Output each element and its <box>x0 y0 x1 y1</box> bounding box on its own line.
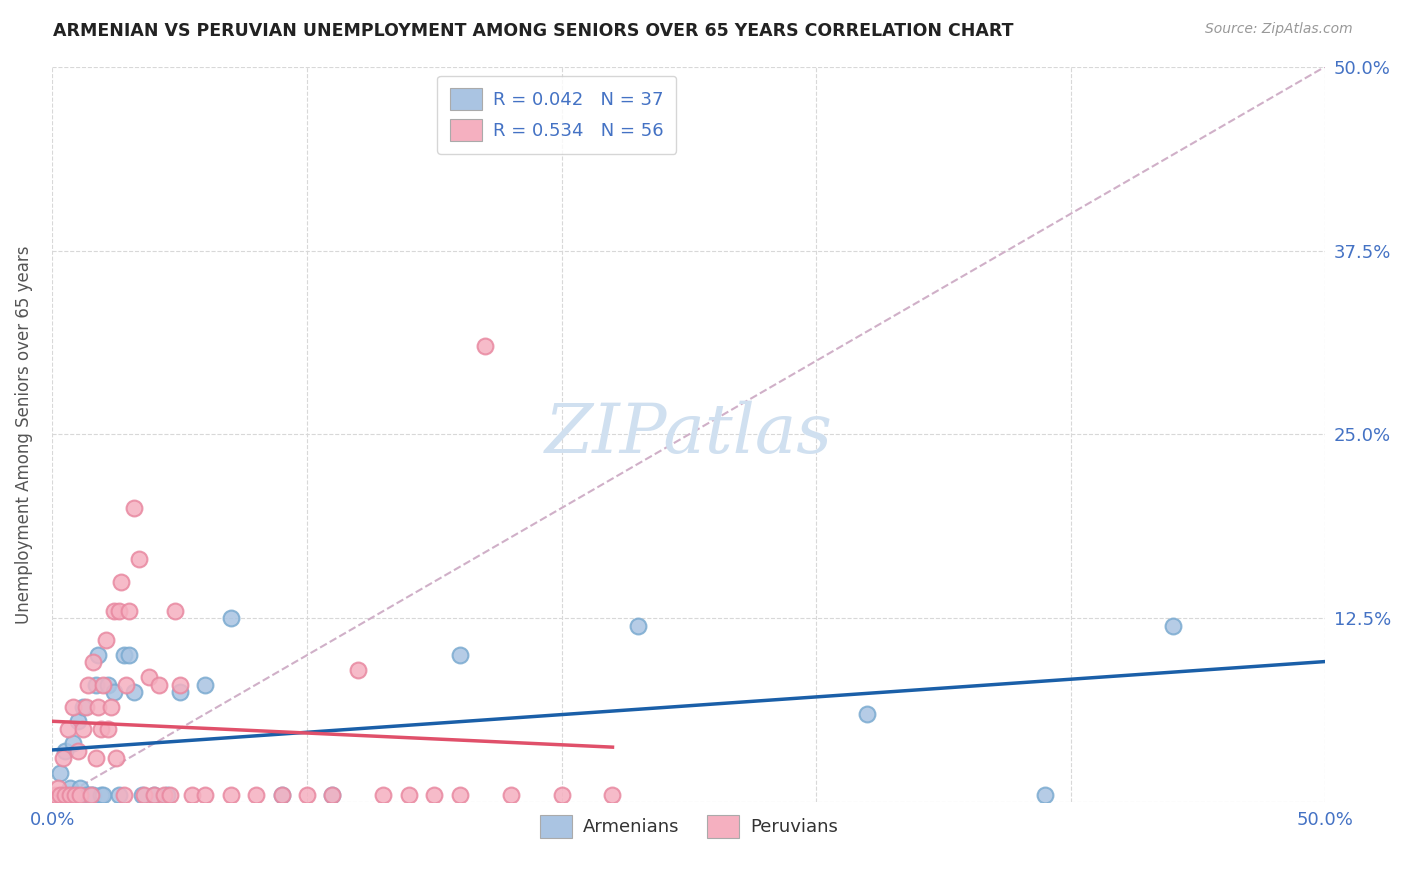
Point <box>373 788 395 802</box>
Point <box>398 788 420 802</box>
Point <box>72 699 94 714</box>
Point <box>627 618 650 632</box>
Point <box>69 788 91 802</box>
Point <box>79 788 101 802</box>
Point <box>62 699 84 714</box>
Point <box>602 788 624 802</box>
Point <box>270 788 292 802</box>
Point <box>79 788 101 802</box>
Point <box>56 722 79 736</box>
Point <box>194 788 217 802</box>
Point <box>321 788 343 802</box>
Point <box>245 788 267 802</box>
Point <box>103 685 125 699</box>
Point <box>118 604 141 618</box>
Point <box>474 339 496 353</box>
Point <box>856 706 879 721</box>
Point <box>49 765 72 780</box>
Point <box>110 574 132 589</box>
Point <box>219 611 242 625</box>
Point <box>53 788 76 802</box>
Point <box>66 744 89 758</box>
Point <box>77 677 100 691</box>
Point <box>1161 618 1184 632</box>
Point <box>82 788 104 802</box>
Point <box>499 788 522 802</box>
Point <box>90 788 112 802</box>
Point <box>107 788 129 802</box>
Point <box>90 722 112 736</box>
Point <box>122 501 145 516</box>
Point <box>107 604 129 618</box>
Point <box>93 677 115 691</box>
Legend: Armenians, Peruvians: Armenians, Peruvians <box>533 808 845 845</box>
Point <box>219 788 242 802</box>
Point <box>82 656 104 670</box>
Point <box>169 685 191 699</box>
Point <box>94 633 117 648</box>
Point <box>1033 788 1056 802</box>
Point <box>49 788 72 802</box>
Point <box>56 788 79 802</box>
Point <box>72 722 94 736</box>
Point <box>159 788 181 802</box>
Point <box>128 552 150 566</box>
Point <box>131 788 153 802</box>
Point <box>169 677 191 691</box>
Point <box>84 677 107 691</box>
Point <box>270 788 292 802</box>
Point <box>347 663 370 677</box>
Point <box>77 788 100 802</box>
Point <box>46 780 69 795</box>
Point <box>321 788 343 802</box>
Point <box>65 788 87 802</box>
Point <box>105 751 128 765</box>
Text: ZIPatlas: ZIPatlas <box>546 401 832 468</box>
Point <box>143 788 166 802</box>
Point <box>138 670 160 684</box>
Point <box>59 780 82 795</box>
Point <box>59 788 82 802</box>
Point <box>115 677 138 691</box>
Point <box>449 648 471 662</box>
Point <box>163 604 186 618</box>
Point <box>93 788 115 802</box>
Point <box>103 604 125 618</box>
Point <box>87 648 110 662</box>
Point <box>44 788 66 802</box>
Point <box>69 780 91 795</box>
Point <box>53 744 76 758</box>
Point <box>153 788 176 802</box>
Point <box>87 699 110 714</box>
Point <box>112 788 135 802</box>
Point <box>143 788 166 802</box>
Y-axis label: Unemployment Among Seniors over 65 years: Unemployment Among Seniors over 65 years <box>15 245 32 624</box>
Point <box>449 788 471 802</box>
Point <box>181 788 204 802</box>
Point <box>132 788 155 802</box>
Point <box>194 677 217 691</box>
Point <box>52 788 75 802</box>
Point <box>423 788 446 802</box>
Point <box>52 751 75 765</box>
Point <box>118 648 141 662</box>
Text: ARMENIAN VS PERUVIAN UNEMPLOYMENT AMONG SENIORS OVER 65 YEARS CORRELATION CHART: ARMENIAN VS PERUVIAN UNEMPLOYMENT AMONG … <box>53 22 1014 40</box>
Point <box>295 788 318 802</box>
Point <box>100 699 122 714</box>
Point <box>112 648 135 662</box>
Point <box>62 736 84 750</box>
Point <box>66 714 89 729</box>
Point <box>148 677 170 691</box>
Point <box>122 685 145 699</box>
Point <box>65 788 87 802</box>
Text: Source: ZipAtlas.com: Source: ZipAtlas.com <box>1205 22 1353 37</box>
Point <box>550 788 572 802</box>
Point <box>97 677 120 691</box>
Point <box>97 722 120 736</box>
Point <box>75 699 97 714</box>
Point <box>75 788 97 802</box>
Point <box>84 751 107 765</box>
Point <box>156 788 179 802</box>
